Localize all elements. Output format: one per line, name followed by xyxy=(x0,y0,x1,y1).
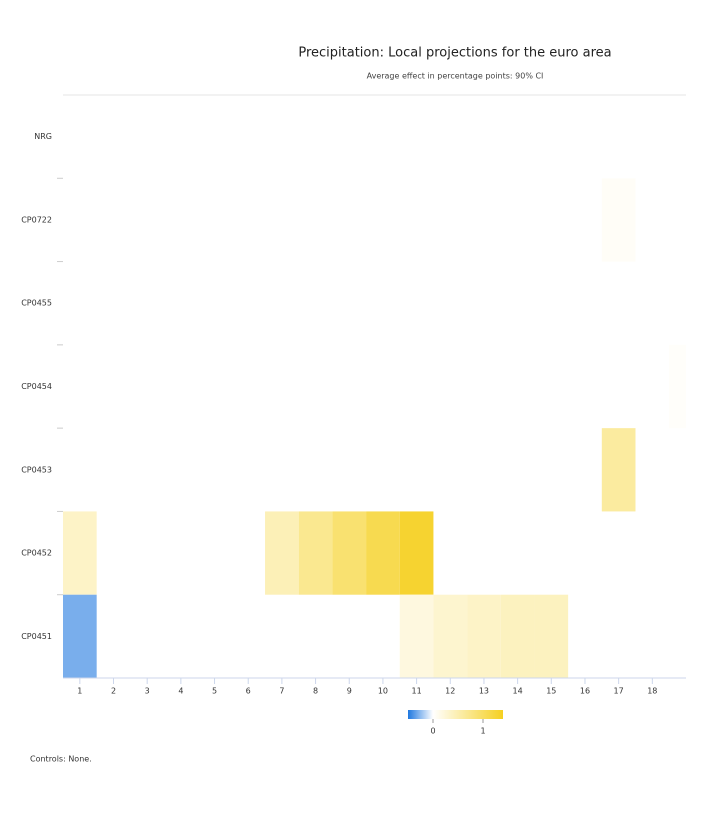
x-tick-label: 10 xyxy=(378,687,388,696)
heat-cell xyxy=(467,594,501,678)
x-tick-label: 7 xyxy=(279,687,284,696)
heat-cell xyxy=(601,428,636,512)
x-tick-label: 6 xyxy=(246,687,251,696)
row-label: CP0452 xyxy=(21,549,52,558)
row-label: CP0451 xyxy=(21,632,52,641)
heat-cell xyxy=(669,344,686,429)
chart-subtitle: Average effect in percentage points: 90%… xyxy=(367,72,544,81)
heat-cell xyxy=(399,594,434,678)
heat-cell xyxy=(63,594,97,678)
cells xyxy=(63,178,686,678)
heat-cell xyxy=(601,178,636,262)
heat-cell xyxy=(433,594,468,678)
x-tick-label: 9 xyxy=(347,687,352,696)
row-label: NRG xyxy=(34,132,52,141)
x-tick-label: 12 xyxy=(445,687,455,696)
row-label: CP0454 xyxy=(21,382,52,391)
heat-cell xyxy=(366,511,400,595)
x-tick-label: 3 xyxy=(145,687,150,696)
row-label: CP0722 xyxy=(21,215,52,224)
heat-cell xyxy=(332,511,367,595)
note: Controls: None. xyxy=(30,755,92,764)
heat-cell xyxy=(500,594,535,678)
x-tick-label: 11 xyxy=(412,687,422,696)
heat-cell xyxy=(63,511,97,595)
x-tick-label: 15 xyxy=(546,687,556,696)
row-label: CP0453 xyxy=(21,465,52,474)
colorbar-tick-label: 0 xyxy=(430,727,435,736)
x-tick-label: 18 xyxy=(647,687,657,696)
x-tick-label: 13 xyxy=(479,687,489,696)
heat-cell xyxy=(298,511,333,595)
x-tick-label: 5 xyxy=(212,687,217,696)
heat-cell xyxy=(399,511,434,595)
row-label: CP0455 xyxy=(21,299,52,308)
chart-title: Precipitation: Local projections for the… xyxy=(298,46,611,61)
x-tick-label: 17 xyxy=(614,687,624,696)
x-tick-label: 16 xyxy=(580,687,590,696)
x-tick-label: 14 xyxy=(513,687,523,696)
x-tick-label: 4 xyxy=(178,687,183,696)
heat-cell xyxy=(534,594,569,678)
heat-cell xyxy=(265,511,299,595)
colorbar-tick-label: 1 xyxy=(480,727,485,736)
x-tick-label: 8 xyxy=(313,687,318,696)
colorbar xyxy=(408,710,503,719)
x-tick-label: 1 xyxy=(77,687,82,696)
x-tick-label: 2 xyxy=(111,687,116,696)
